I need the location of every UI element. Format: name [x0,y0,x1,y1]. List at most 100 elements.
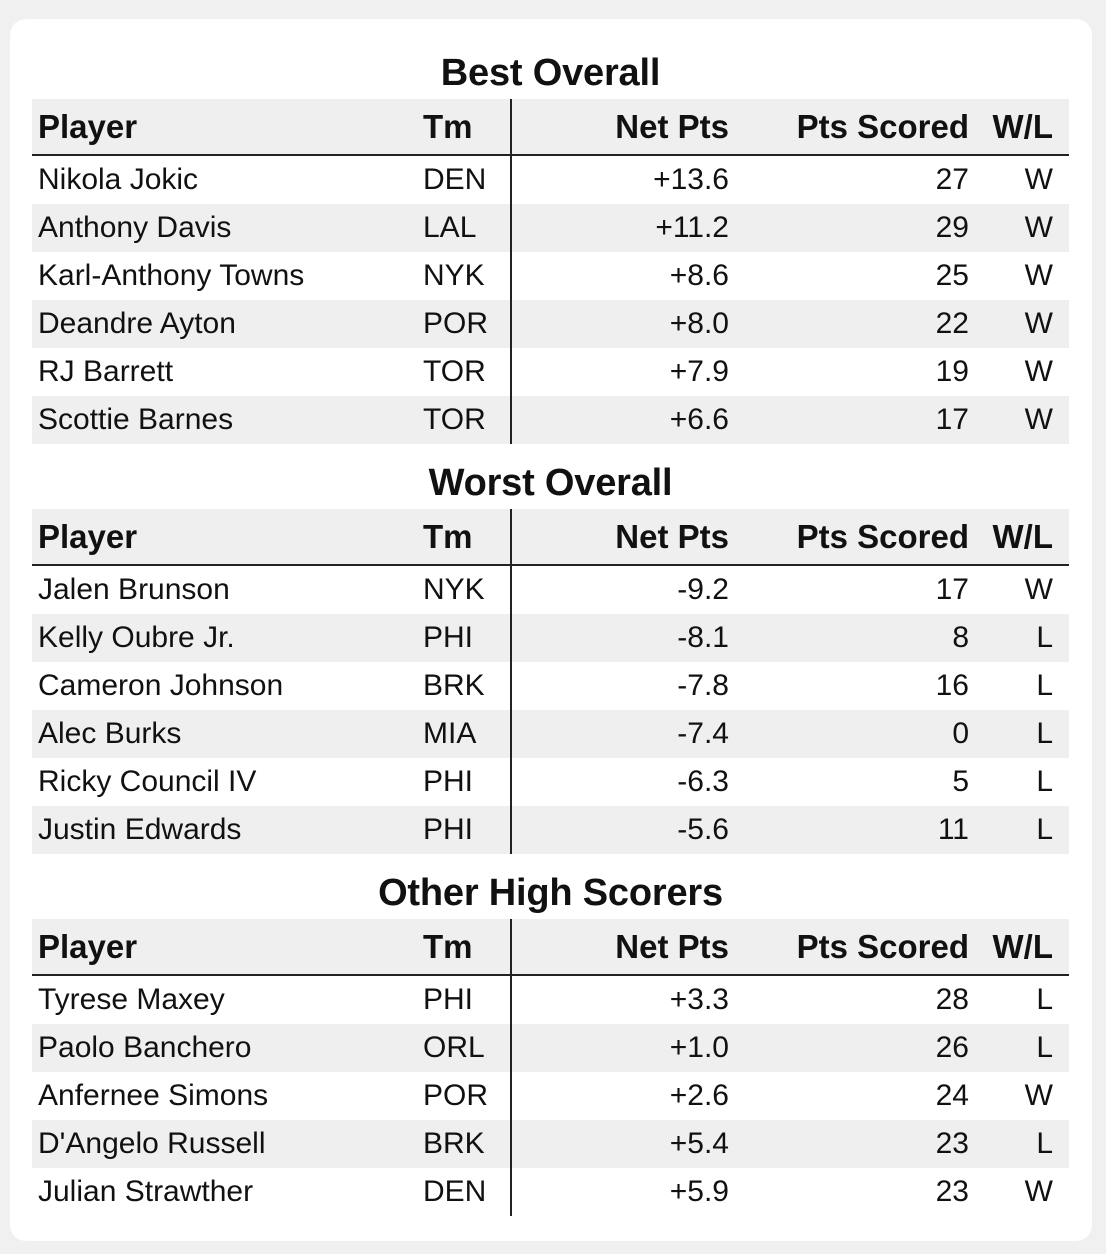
net-pts: +8.0 [510,300,731,348]
net-pts: -8.1 [510,614,731,662]
header-player: Player [32,509,423,566]
win-loss: W [1024,403,1053,436]
net-pts: +3.3 [510,975,731,1024]
team: PHI [423,983,474,1016]
win-loss: L [1036,669,1053,702]
section-other-high-scorers: Other High Scorers Player Tm Net Pts Pts… [32,867,1069,1216]
header-player: Player [32,99,423,156]
player-name: Cameron Johnson [38,669,284,702]
table-row: Tyrese Maxey PHI +3.3 28 L [32,975,1069,1024]
player-name: D'Angelo Russell [38,1127,266,1160]
win-loss: W [1024,211,1053,244]
table-row: Kelly Oubre Jr. PHI -8.1 8 L [32,614,1069,662]
table-row: D'Angelo Russell BRK +5.4 23 L [32,1120,1069,1168]
team: PHI [423,621,474,654]
win-loss: L [1036,1031,1053,1064]
table-row: Alec Burks MIA -7.4 0 L [32,710,1069,758]
stats-card: Best Overall Player Tm Net Pts Pts Score… [10,19,1092,1241]
header-row: Player Tm Net Pts Pts Scored W/L [32,509,1069,566]
table-row: Anfernee Simons POR +2.6 24 W [32,1072,1069,1120]
table-row: Cameron Johnson BRK -7.8 16 L [32,662,1069,710]
win-loss: W [1024,163,1053,196]
team: TOR [423,355,486,388]
team: PHI [423,813,474,846]
header-net-pts: Net Pts [510,99,731,156]
table-row: Deandre Ayton POR +8.0 22 W [32,300,1069,348]
table-row: Ricky Council IV PHI -6.3 5 L [32,758,1069,806]
header-win-loss: W/L [971,919,1069,976]
section-title: Other High Scorers [378,872,723,914]
player-name: Paolo Banchero [38,1031,252,1064]
team: POR [423,1079,489,1112]
player-name: Scottie Barnes [38,403,234,436]
table-row: Anthony Davis LAL +11.2 29 W [32,204,1069,252]
net-pts: +6.6 [510,396,731,444]
pts-scored: 28 [935,983,969,1016]
player-name: Kelly Oubre Jr. [38,621,235,654]
team: BRK [423,669,485,702]
win-loss: W [1024,1175,1053,1208]
pts-scored: 17 [935,573,969,606]
team: MIA [423,717,477,750]
table-row: Scottie Barnes TOR +6.6 17 W [32,396,1069,444]
pts-scored: 23 [935,1175,969,1208]
net-pts: +8.6 [510,252,731,300]
win-loss: W [1024,573,1053,606]
pts-scored: 19 [935,355,969,388]
pts-scored: 0 [952,717,969,750]
player-name: Nikola Jokic [38,163,199,196]
win-loss: L [1036,983,1053,1016]
player-name: Karl-Anthony Towns [38,259,305,292]
table-row: Julian Strawther DEN +5.9 23 W [32,1168,1069,1216]
table-row: Nikola Jokic DEN +13.6 27 W [32,155,1069,204]
player-name: Justin Edwards [38,813,242,846]
pts-scored: 25 [935,259,969,292]
net-pts: +2.6 [510,1072,731,1120]
net-pts: -7.4 [510,710,731,758]
net-pts: -6.3 [510,758,731,806]
win-loss: W [1024,307,1053,340]
section-title: Worst Overall [428,462,673,504]
player-name: Anfernee Simons [38,1079,269,1112]
player-name: Alec Burks [38,717,182,750]
pts-scored: 22 [935,307,969,340]
header-win-loss: W/L [971,509,1069,566]
win-loss: W [1024,1079,1053,1112]
player-name: RJ Barrett [38,355,174,388]
header-team: Tm [423,919,511,976]
team: DEN [423,163,487,196]
pts-scored: 11 [937,813,969,846]
net-pts: -9.2 [510,565,731,614]
header-net-pts: Net Pts [510,919,731,976]
net-pts: +13.6 [510,155,731,204]
section-best-overall: Best Overall Player Tm Net Pts Pts Score… [32,47,1069,444]
stats-table: Player Tm Net Pts Pts Scored W/L Jalen B… [32,509,1069,854]
player-name: Julian Strawther [38,1175,254,1208]
pts-scored: 8 [952,621,969,654]
win-loss: L [1036,621,1053,654]
stats-table: Player Tm Net Pts Pts Scored W/L Nikola … [32,99,1069,444]
header-team: Tm [423,509,511,566]
net-pts: +11.2 [510,204,731,252]
pts-scored: 5 [952,765,969,798]
pts-scored: 26 [935,1031,969,1064]
team: LAL [423,211,477,244]
pts-scored: 23 [935,1127,969,1160]
stats-table: Player Tm Net Pts Pts Scored W/L Tyrese … [32,919,1069,1216]
player-name: Anthony Davis [38,211,232,244]
player-name: Deandre Ayton [38,307,236,340]
header-net-pts: Net Pts [510,509,731,566]
player-name: Ricky Council IV [38,765,257,798]
pts-scored: 27 [935,163,969,196]
header-player: Player [32,919,423,976]
win-loss: L [1036,717,1053,750]
net-pts: -5.6 [510,806,731,854]
win-loss: W [1024,259,1053,292]
net-pts: +5.4 [510,1120,731,1168]
header-row: Player Tm Net Pts Pts Scored W/L [32,919,1069,976]
player-name: Jalen Brunson [38,573,230,606]
pts-scored: 17 [935,403,969,436]
win-loss: W [1024,355,1053,388]
team: BRK [423,1127,485,1160]
win-loss: L [1036,1127,1053,1160]
